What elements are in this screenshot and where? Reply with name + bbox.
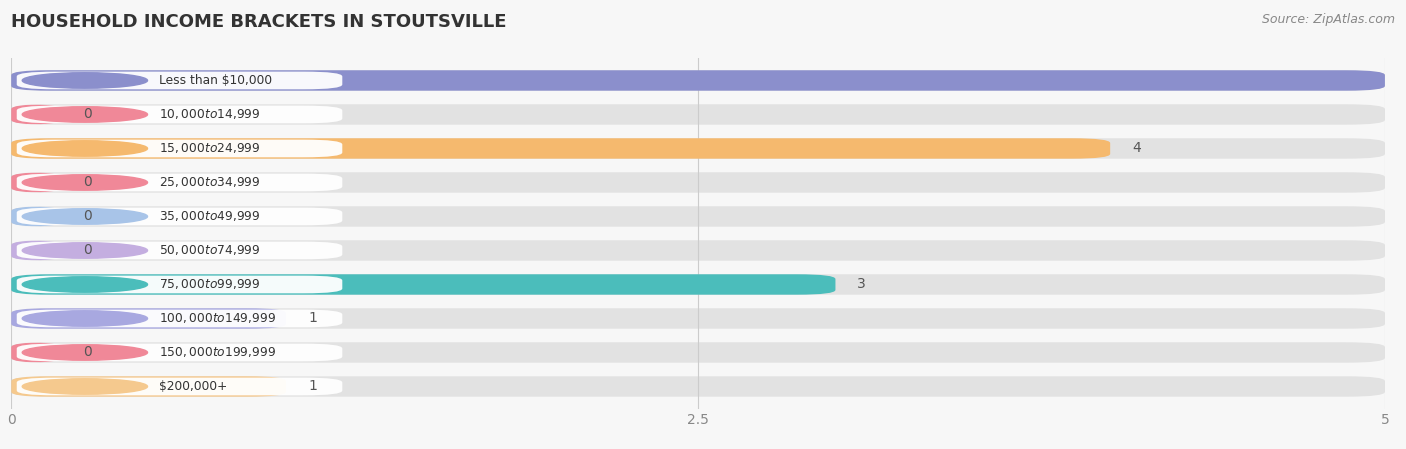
FancyBboxPatch shape — [11, 274, 1385, 295]
Text: $10,000 to $14,999: $10,000 to $14,999 — [159, 107, 260, 122]
FancyBboxPatch shape — [17, 310, 342, 327]
FancyBboxPatch shape — [17, 242, 342, 260]
FancyBboxPatch shape — [17, 343, 342, 361]
Text: 1: 1 — [308, 379, 316, 393]
Text: $100,000 to $149,999: $100,000 to $149,999 — [159, 312, 276, 326]
FancyBboxPatch shape — [17, 72, 342, 89]
FancyBboxPatch shape — [11, 376, 1385, 396]
Text: Source: ZipAtlas.com: Source: ZipAtlas.com — [1261, 13, 1395, 26]
Circle shape — [22, 175, 148, 190]
Text: 0: 0 — [83, 107, 91, 122]
Circle shape — [22, 277, 148, 292]
FancyBboxPatch shape — [11, 138, 1385, 158]
FancyBboxPatch shape — [11, 172, 60, 193]
FancyBboxPatch shape — [11, 206, 60, 227]
FancyBboxPatch shape — [11, 172, 1385, 193]
FancyBboxPatch shape — [11, 308, 285, 329]
Text: HOUSEHOLD INCOME BRACKETS IN STOUTSVILLE: HOUSEHOLD INCOME BRACKETS IN STOUTSVILLE — [11, 13, 506, 31]
FancyBboxPatch shape — [11, 70, 1385, 91]
FancyBboxPatch shape — [17, 276, 342, 293]
Text: Less than $10,000: Less than $10,000 — [159, 74, 271, 87]
Text: 0: 0 — [83, 176, 91, 189]
FancyBboxPatch shape — [11, 70, 1385, 91]
FancyBboxPatch shape — [17, 174, 342, 191]
FancyBboxPatch shape — [17, 378, 342, 395]
Text: $200,000+: $200,000+ — [159, 380, 226, 393]
FancyBboxPatch shape — [11, 274, 835, 295]
Circle shape — [22, 209, 148, 224]
FancyBboxPatch shape — [17, 207, 342, 225]
Circle shape — [22, 73, 148, 88]
Circle shape — [22, 141, 148, 156]
FancyBboxPatch shape — [11, 342, 1385, 363]
FancyBboxPatch shape — [11, 206, 1385, 227]
FancyBboxPatch shape — [11, 240, 1385, 261]
Text: $15,000 to $24,999: $15,000 to $24,999 — [159, 141, 260, 155]
Circle shape — [22, 311, 148, 326]
Text: $75,000 to $99,999: $75,000 to $99,999 — [159, 277, 260, 291]
Text: 3: 3 — [858, 277, 866, 291]
FancyBboxPatch shape — [11, 376, 285, 396]
Text: 1: 1 — [308, 312, 316, 326]
FancyBboxPatch shape — [11, 104, 1385, 125]
Circle shape — [22, 107, 148, 122]
Circle shape — [22, 243, 148, 258]
FancyBboxPatch shape — [17, 106, 342, 123]
Text: 0: 0 — [83, 243, 91, 257]
Circle shape — [22, 379, 148, 394]
FancyBboxPatch shape — [11, 342, 60, 363]
FancyBboxPatch shape — [11, 240, 60, 261]
Text: $35,000 to $49,999: $35,000 to $49,999 — [159, 210, 260, 224]
Text: $25,000 to $34,999: $25,000 to $34,999 — [159, 176, 260, 189]
FancyBboxPatch shape — [11, 308, 1385, 329]
Text: 0: 0 — [83, 210, 91, 224]
Text: $150,000 to $199,999: $150,000 to $199,999 — [159, 345, 276, 360]
FancyBboxPatch shape — [17, 140, 342, 157]
Text: 4: 4 — [1132, 141, 1140, 155]
Circle shape — [22, 345, 148, 360]
Text: $50,000 to $74,999: $50,000 to $74,999 — [159, 243, 260, 257]
Text: 0: 0 — [83, 345, 91, 360]
FancyBboxPatch shape — [11, 104, 60, 125]
FancyBboxPatch shape — [11, 138, 1111, 158]
